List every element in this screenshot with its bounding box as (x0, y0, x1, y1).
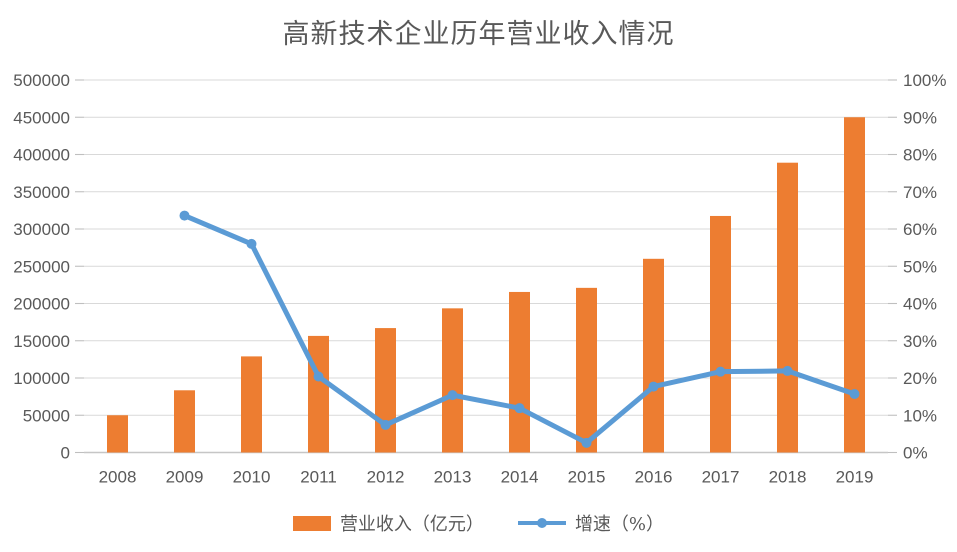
right-axis-tick-label: 80% (903, 146, 937, 165)
revenue-bar-2010 (241, 356, 262, 453)
growth-point-2017 (715, 366, 726, 377)
growth-point-2015 (581, 437, 592, 448)
x-axis-label: 2011 (300, 468, 337, 487)
x-axis-label: 2010 (233, 468, 271, 487)
growth-point-2009 (179, 210, 190, 221)
legend-item-revenue: 营业收入（亿元） (292, 510, 484, 536)
left-axis-tick-label: 0 (61, 444, 70, 463)
right-axis-tick-label: 20% (903, 369, 937, 388)
x-axis-label: 2016 (635, 468, 673, 487)
legend: 营业收入（亿元） 增速（%） (0, 510, 957, 536)
growth-point-2016 (648, 381, 659, 392)
x-axis-label: 2015 (568, 468, 606, 487)
revenue-bar-2011 (308, 335, 329, 453)
revenue-bar-2016 (643, 258, 664, 453)
chart-title: 高新技术企业历年营业收入情况 (282, 19, 675, 50)
growth-point-2019 (849, 389, 860, 400)
x-axis-label: 2009 (166, 468, 204, 487)
left-axis-tick-label: 100000 (13, 369, 70, 388)
revenue-bar-2015 (576, 287, 597, 453)
left-axis-tick-label: 500000 (13, 71, 70, 90)
growth-point-2012 (380, 419, 391, 430)
left-axis-tick-label: 50000 (23, 406, 70, 425)
right-axis-tick-label: 90% (903, 108, 937, 127)
x-axis-label: 2012 (367, 468, 405, 487)
legend-item-growth: 增速（%） (517, 510, 665, 536)
revenue-bar-2009 (174, 390, 195, 453)
revenue-bar-2012 (375, 328, 396, 453)
growth-point-2010 (246, 238, 257, 249)
right-axis-tick-label: 50% (903, 257, 937, 276)
left-axis-tick-label: 300000 (13, 220, 70, 239)
x-axis-label: 2017 (702, 468, 740, 487)
left-axis-tick-label: 250000 (13, 257, 70, 276)
growth-point-2011 (313, 371, 324, 382)
left-axis-tick-label: 150000 (13, 332, 70, 351)
right-axis-tick-label: 60% (903, 220, 937, 239)
left-axis-tick-label: 400000 (13, 146, 70, 165)
growth-point-2018 (782, 365, 793, 376)
left-axis-tick-label: 350000 (13, 183, 70, 202)
right-axis-tick-label: 30% (903, 332, 937, 351)
x-axis-label: 2013 (434, 468, 472, 487)
growth-point-2013 (447, 390, 458, 401)
revenue-legend-label: 营业收入（亿元） (339, 514, 484, 535)
revenue-bar-2017 (710, 215, 731, 453)
right-axis-tick-label: 0% (903, 444, 928, 463)
left-axis-tick-label: 450000 (13, 108, 70, 127)
x-axis-label: 2008 (99, 468, 137, 487)
right-axis-tick-label: 100% (903, 71, 946, 90)
right-axis-tick-label: 70% (903, 183, 937, 202)
x-axis-label: 2018 (769, 468, 807, 487)
right-axis-tick-label: 40% (903, 295, 937, 314)
growth-line-swatch-icon (517, 518, 566, 529)
revenue-bar-2013 (442, 308, 463, 453)
revenue-bar-2018 (777, 162, 798, 453)
revenue-bar-swatch-icon (292, 515, 331, 531)
growth-legend-label: 增速（%） (574, 514, 665, 535)
revenue-bar-2019 (844, 117, 865, 453)
growth-point-2014 (514, 403, 525, 414)
right-axis-tick-label: 10% (903, 406, 937, 425)
left-axis-tick-label: 200000 (13, 295, 70, 314)
x-axis-label: 2014 (501, 468, 539, 487)
revenue-bar-2014 (509, 291, 530, 453)
revenue-bar-2008 (107, 415, 128, 453)
x-axis-label: 2019 (836, 468, 874, 487)
